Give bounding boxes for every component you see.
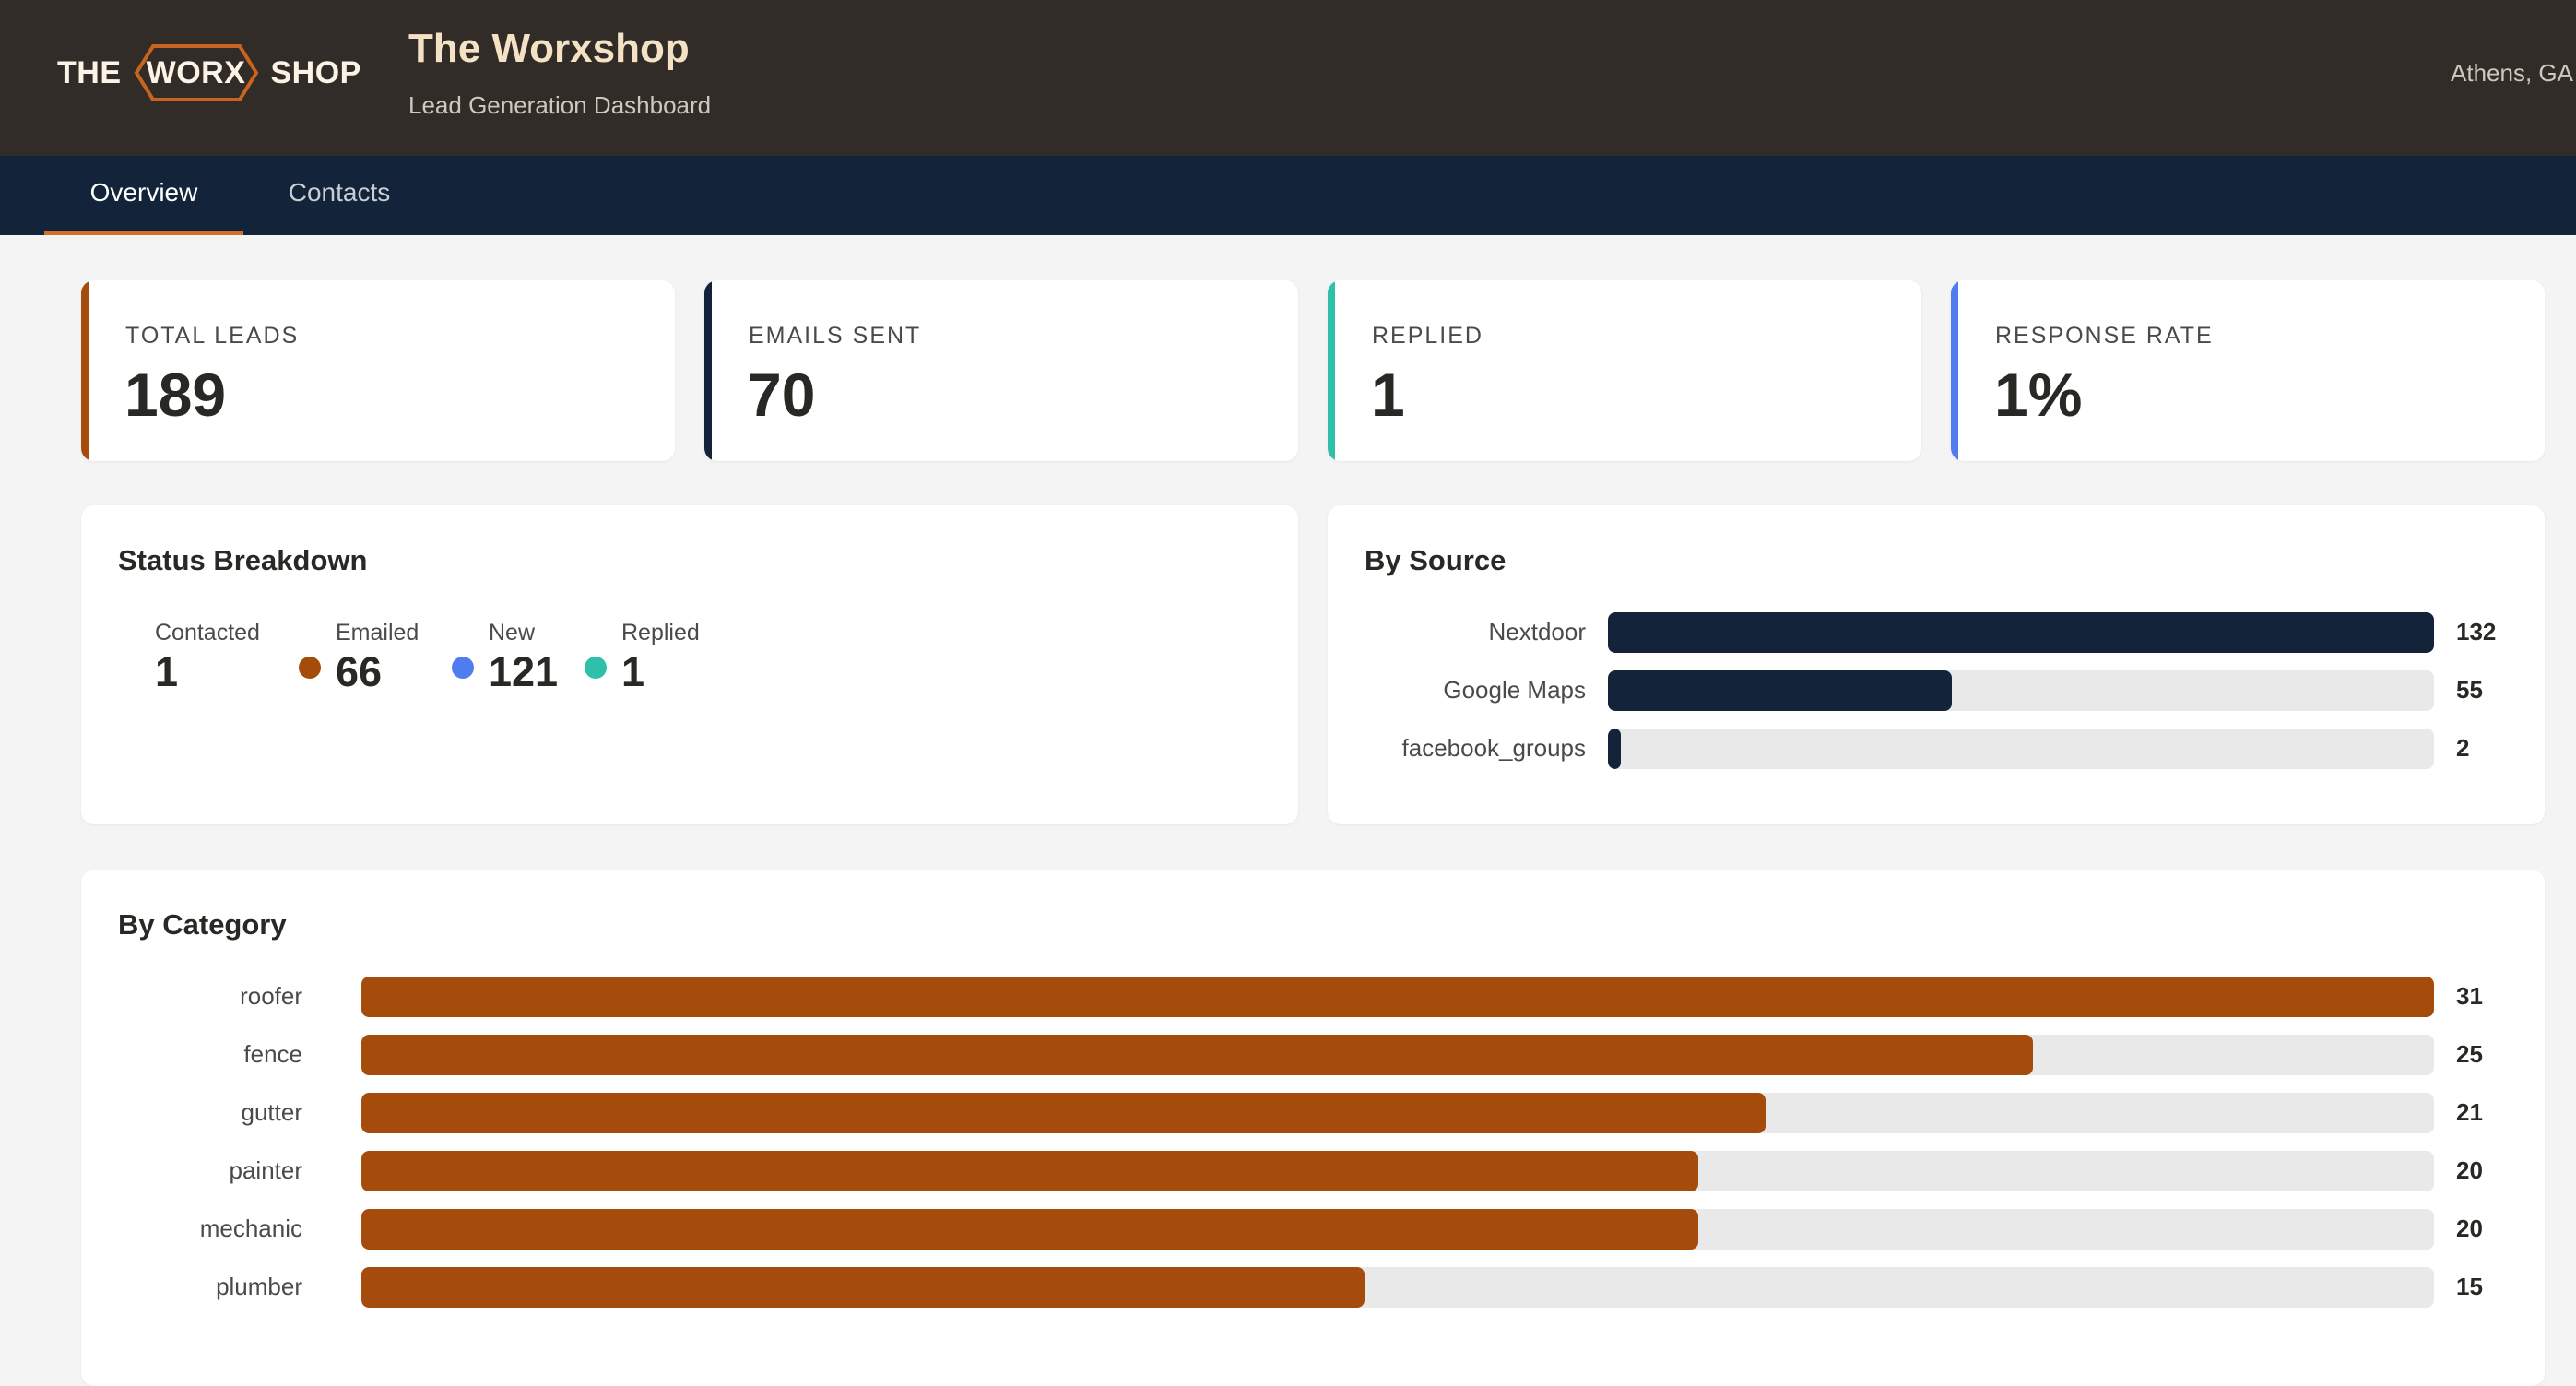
- app-title: The Worxshop: [408, 26, 690, 71]
- tab-overview[interactable]: Overview: [44, 156, 243, 235]
- bar-fill: [361, 1267, 1365, 1308]
- bar-label: Nextdoor: [1488, 618, 1587, 646]
- bar-value: 132: [2456, 618, 2497, 646]
- status-breakdown-card: Status Breakdown Contacted 1 Emailed 66 …: [81, 505, 1298, 824]
- bar-label: mechanic: [199, 1214, 302, 1242]
- kpi-value: 189: [124, 361, 227, 429]
- bar-fill: [361, 1093, 1766, 1133]
- kpi-value: 1%: [1994, 361, 2083, 429]
- brand-logo[interactable]: THE WORX SHOP: [57, 41, 361, 105]
- status-value: 121: [489, 648, 559, 695]
- tab-contacts[interactable]: Contacts: [288, 178, 391, 207]
- kpi-label: RESPONSE RATE: [1995, 323, 2214, 349]
- status-dot-emailed-icon: [299, 657, 321, 679]
- bar-value: 2: [2456, 734, 2470, 762]
- status-label: Emailed: [336, 620, 419, 646]
- kpi-label: REPLIED: [1372, 323, 1483, 349]
- kpi-card-replied: REPLIED 1: [1328, 280, 1921, 461]
- status-label: Replied: [621, 620, 700, 646]
- status-item-emailed: Emailed 66: [336, 620, 419, 696]
- kpi-accent: [704, 280, 712, 461]
- bar-fill: [1608, 729, 1621, 769]
- logo-text-mid: WORX: [146, 54, 246, 90]
- kpi-card-response-rate: RESPONSE RATE 1%: [1951, 280, 2545, 461]
- status-value: 1: [155, 648, 179, 695]
- bar-value: 55: [2456, 676, 2483, 704]
- bar-fill: [361, 977, 2434, 1017]
- bar-fill: [361, 1209, 1699, 1250]
- tab-bar: Overview Contacts: [0, 156, 2576, 235]
- bar-fill: [1608, 670, 1953, 711]
- kpi-value: 70: [748, 361, 816, 429]
- bar-track: [361, 1035, 2434, 1075]
- bar-fill: [361, 1151, 1699, 1191]
- card-title: By Category: [118, 908, 287, 941]
- status-item-contacted: Contacted 1: [155, 620, 260, 696]
- card-title: By Source: [1365, 544, 1507, 576]
- bar-label: Google Maps: [1443, 676, 1586, 704]
- logo-text-right: SHOP: [270, 54, 361, 90]
- bar-track: [361, 1267, 2434, 1308]
- bar-track: [361, 977, 2434, 1017]
- kpi-accent: [1328, 280, 1335, 461]
- bar-track: [361, 1151, 2434, 1191]
- logo-text-left: THE: [57, 54, 122, 90]
- bar-fill: [1608, 612, 2434, 653]
- location-label: Athens, GA: [2451, 59, 2573, 87]
- bar-label: roofer: [240, 982, 302, 1010]
- bar-value: 15: [2456, 1273, 2483, 1300]
- status-item-replied: Replied 1: [621, 620, 700, 696]
- logo-hexagon-icon: [134, 44, 258, 101]
- kpi-value: 1: [1371, 361, 1405, 429]
- bar-label: plumber: [216, 1273, 302, 1300]
- status-value: 1: [621, 648, 645, 695]
- bar-label: painter: [229, 1156, 303, 1184]
- logo-badge: WORX: [133, 42, 260, 103]
- by-source-card: By Source Nextdoor 132 Google Maps 55 facebo…: [1328, 505, 2545, 824]
- kpi-label: EMAILS SENT: [749, 323, 922, 349]
- bar-label: facebook_groups: [1401, 734, 1586, 762]
- kpi-card-emails-sent: EMAILS SENT 70: [704, 280, 1298, 461]
- status-label: New: [489, 620, 536, 646]
- bar-track: [1608, 612, 2434, 653]
- card-title: Status Breakdown: [118, 544, 368, 576]
- bar-fill: [361, 1035, 2033, 1075]
- bar-track: [1608, 670, 2434, 711]
- bar-value: 21: [2456, 1098, 2483, 1126]
- bar-value: 25: [2456, 1040, 2483, 1068]
- status-dot-replied-icon: [585, 657, 607, 679]
- status-dot-new-icon: [452, 657, 474, 679]
- status-item-new: New 121: [489, 620, 558, 696]
- bar-value: 20: [2456, 1214, 2483, 1242]
- bar-track: [1608, 729, 2434, 769]
- by-category-card: By Category roofer 31 fence 25 gutter 21 paint…: [81, 870, 2545, 1386]
- status-label: Contacted: [155, 620, 260, 646]
- app-header: THE WORX SHOP The Worxshop Lead Generati…: [0, 0, 2576, 156]
- kpi-accent: [1951, 280, 1958, 461]
- kpi-label: TOTAL LEADS: [125, 323, 300, 349]
- bar-track: [361, 1209, 2434, 1250]
- app-subtitle: Lead Generation Dashboard: [408, 91, 712, 119]
- bar-value: 20: [2456, 1156, 2483, 1184]
- status-value: 66: [336, 648, 383, 695]
- bar-label: gutter: [241, 1098, 303, 1126]
- kpi-card-total-leads: TOTAL LEADS 189: [81, 280, 675, 461]
- bar-label: fence: [243, 1040, 302, 1068]
- kpi-accent: [81, 280, 89, 461]
- bar-track: [361, 1093, 2434, 1133]
- bar-value: 31: [2456, 982, 2483, 1010]
